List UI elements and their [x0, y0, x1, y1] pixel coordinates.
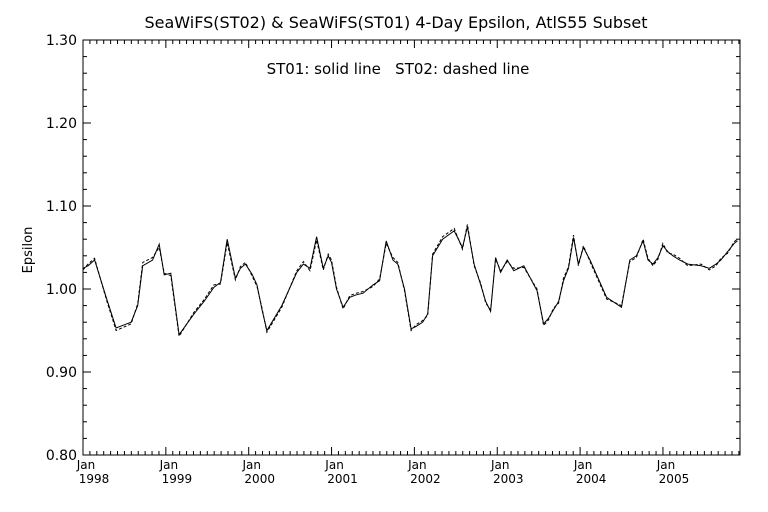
x-tick-month-label: Jan [76, 458, 96, 472]
x-tick-year-label: 2000 [244, 472, 275, 486]
y-tick-label: 1.20 [46, 116, 77, 132]
series-line-st02 [82, 224, 738, 338]
y-tick-label: 1.30 [46, 33, 77, 49]
y-tick-label: 0.80 [46, 448, 77, 464]
x-tick-year-label: 2004 [576, 472, 607, 486]
y-axis-label: Epsilon [21, 227, 36, 274]
x-tick-year-label: 2003 [493, 472, 524, 486]
y-tick-label: 1.00 [46, 282, 77, 298]
series-line-st01 [82, 226, 738, 337]
series-group [82, 224, 738, 338]
plot-frame [82, 39, 741, 456]
chart-title: SeaWiFS(ST02) & SeaWiFS(ST01) 4-Day Epsi… [145, 13, 648, 32]
x-tick-year-label: 1998 [79, 472, 110, 486]
x-tick-year-label: 2005 [659, 472, 690, 486]
x-tick-month-label: Jan [241, 458, 261, 472]
y-tick-label: 1.10 [46, 199, 77, 215]
x-tick-month-label: Jan [573, 458, 593, 472]
x-tick-month-label: Jan [407, 458, 427, 472]
x-tick-year-label: 1999 [162, 472, 193, 486]
x-axis: Jan1998Jan1999Jan2000Jan2001Jan2002Jan20… [76, 40, 740, 486]
x-tick-month-label: Jan [324, 458, 344, 472]
x-tick-year-label: 2002 [410, 472, 441, 486]
x-tick-month-label: Jan [656, 458, 676, 472]
y-axis: 0.80 0.90 1.00 1.10 1.20 1.30 [46, 33, 740, 464]
x-tick-year-label: 2001 [327, 472, 358, 486]
y-tick-label: 0.90 [46, 365, 77, 381]
x-tick-month-label: Jan [159, 458, 179, 472]
x-tick-month-label: Jan [490, 458, 510, 472]
line-style-note: ST01: solid line ST02: dashed line [267, 60, 530, 78]
